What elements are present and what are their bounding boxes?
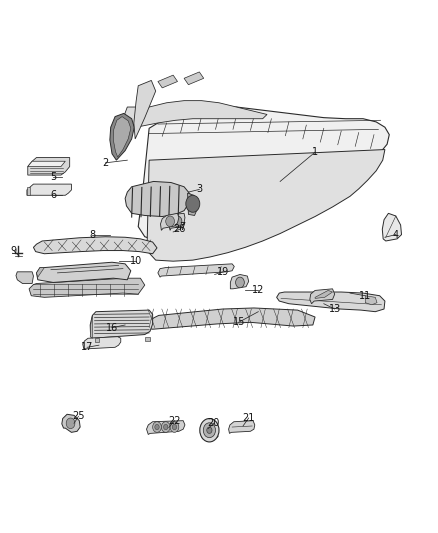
Text: 1: 1 xyxy=(312,147,318,157)
Text: 12: 12 xyxy=(252,286,265,295)
Polygon shape xyxy=(36,268,44,277)
Circle shape xyxy=(186,195,200,212)
Polygon shape xyxy=(147,421,185,434)
Text: 9: 9 xyxy=(11,246,17,255)
Text: 8: 8 xyxy=(89,230,95,240)
Polygon shape xyxy=(90,316,92,338)
Circle shape xyxy=(66,418,75,429)
Circle shape xyxy=(173,216,182,227)
Polygon shape xyxy=(187,193,197,215)
Polygon shape xyxy=(125,181,191,216)
Text: 5: 5 xyxy=(50,172,56,182)
Polygon shape xyxy=(147,150,385,261)
Text: 4: 4 xyxy=(393,230,399,240)
Polygon shape xyxy=(169,213,185,230)
Polygon shape xyxy=(158,75,177,88)
Polygon shape xyxy=(160,213,179,230)
Polygon shape xyxy=(134,80,155,139)
Polygon shape xyxy=(16,272,33,284)
Polygon shape xyxy=(145,337,150,341)
Text: 19: 19 xyxy=(217,267,230,277)
Circle shape xyxy=(161,422,170,432)
Polygon shape xyxy=(36,262,131,282)
Polygon shape xyxy=(382,213,402,241)
Polygon shape xyxy=(229,421,255,433)
Polygon shape xyxy=(90,310,152,338)
Polygon shape xyxy=(184,72,204,85)
Text: 21: 21 xyxy=(243,413,255,423)
Circle shape xyxy=(172,424,177,430)
Text: 16: 16 xyxy=(106,322,118,333)
Text: 26: 26 xyxy=(173,224,186,235)
Circle shape xyxy=(166,216,174,227)
Polygon shape xyxy=(138,107,389,242)
Polygon shape xyxy=(83,337,121,349)
Text: 10: 10 xyxy=(130,256,142,266)
Polygon shape xyxy=(201,426,218,440)
Polygon shape xyxy=(29,278,145,297)
Polygon shape xyxy=(158,264,234,277)
Polygon shape xyxy=(365,296,377,305)
Circle shape xyxy=(163,424,168,430)
Text: 7: 7 xyxy=(179,222,185,232)
Polygon shape xyxy=(95,338,99,342)
Circle shape xyxy=(236,277,244,288)
Polygon shape xyxy=(145,308,315,329)
Circle shape xyxy=(155,424,159,430)
Text: 15: 15 xyxy=(233,317,245,327)
Text: 3: 3 xyxy=(196,184,202,195)
Polygon shape xyxy=(33,237,157,254)
Polygon shape xyxy=(123,101,267,127)
Polygon shape xyxy=(230,274,249,289)
Text: 11: 11 xyxy=(359,290,371,301)
Polygon shape xyxy=(27,187,30,195)
Polygon shape xyxy=(277,292,385,312)
Text: 22: 22 xyxy=(168,416,181,426)
Polygon shape xyxy=(62,414,80,432)
Circle shape xyxy=(170,422,179,432)
Text: 25: 25 xyxy=(72,411,85,422)
Circle shape xyxy=(200,418,219,442)
Polygon shape xyxy=(310,289,335,304)
Text: 13: 13 xyxy=(328,304,341,314)
Text: 2: 2 xyxy=(102,158,109,168)
Polygon shape xyxy=(28,161,65,166)
Text: 6: 6 xyxy=(50,190,56,200)
Polygon shape xyxy=(113,117,131,157)
Circle shape xyxy=(207,427,212,433)
Text: 17: 17 xyxy=(81,342,93,352)
Polygon shape xyxy=(315,290,332,298)
Circle shape xyxy=(152,422,161,432)
Polygon shape xyxy=(28,158,70,175)
Text: 20: 20 xyxy=(208,418,220,429)
Circle shape xyxy=(203,423,215,438)
Polygon shape xyxy=(27,184,71,195)
Polygon shape xyxy=(110,114,134,160)
